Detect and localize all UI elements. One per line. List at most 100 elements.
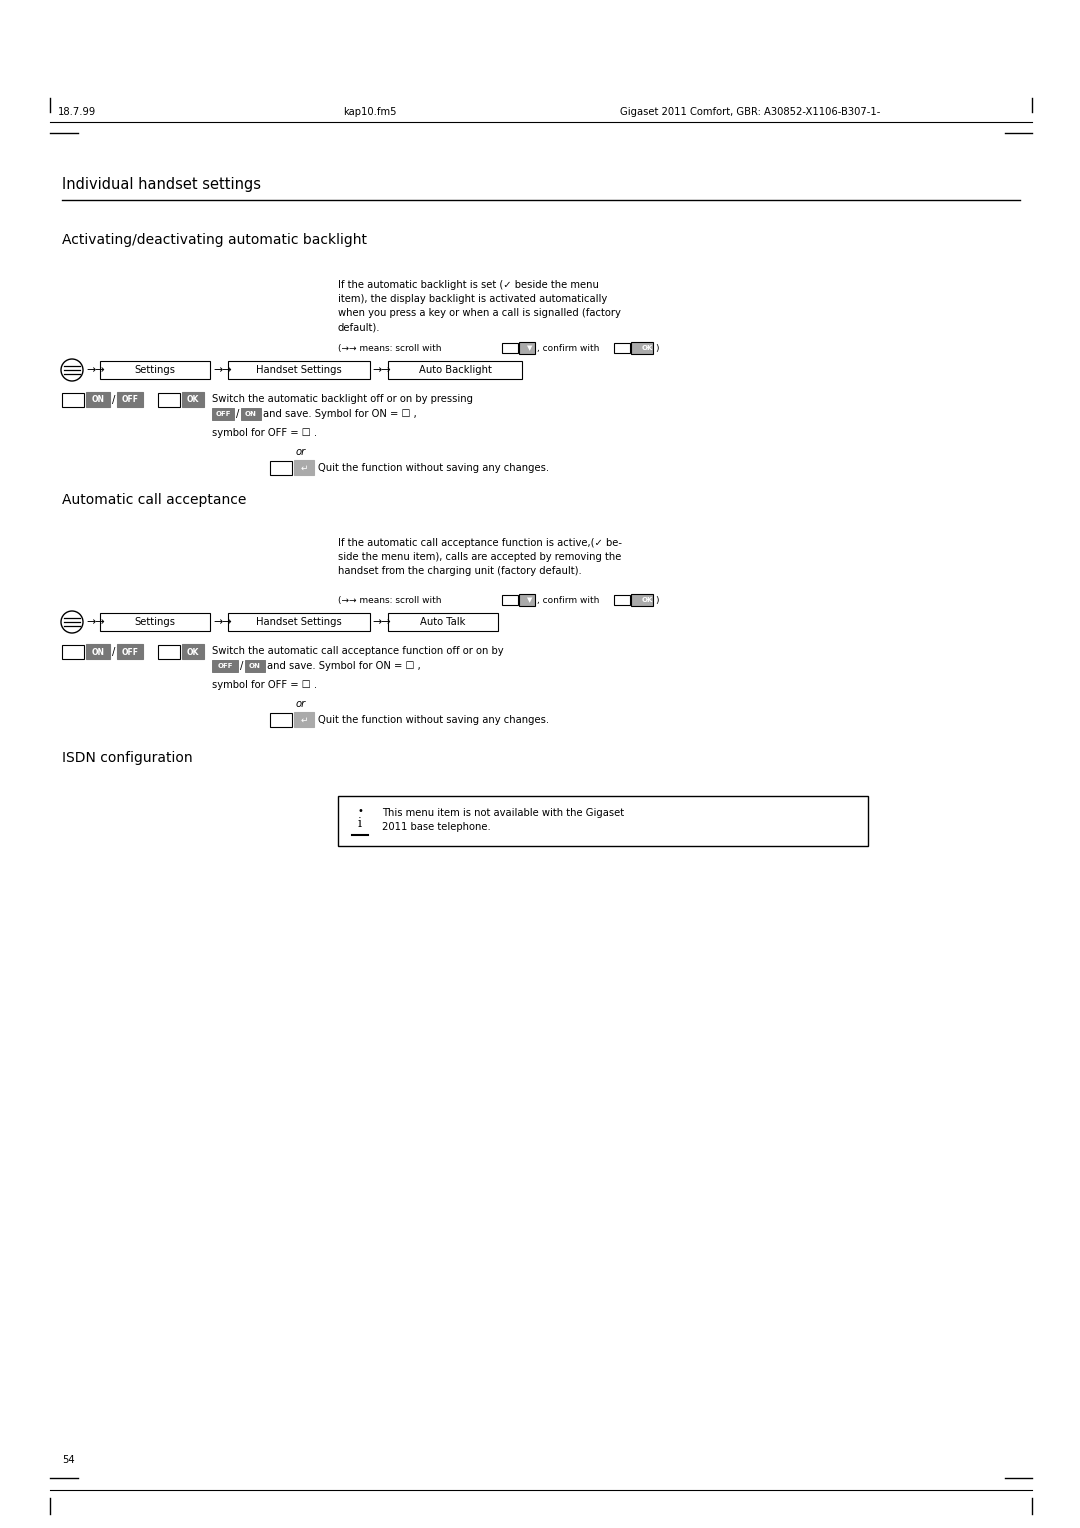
Bar bbox=[117, 393, 143, 406]
Bar bbox=[100, 361, 210, 379]
Text: and save. Symbol for ON = ☐ ,: and save. Symbol for ON = ☐ , bbox=[267, 662, 421, 671]
Text: OFF: OFF bbox=[215, 411, 231, 417]
Text: OFF: OFF bbox=[217, 663, 233, 669]
Text: handset from the charging unit (factory default).: handset from the charging unit (factory … bbox=[338, 565, 582, 576]
Text: Handset Settings: Handset Settings bbox=[256, 365, 342, 374]
Bar bbox=[502, 342, 518, 353]
Text: ): ) bbox=[654, 596, 659, 605]
Text: 18.7.99: 18.7.99 bbox=[58, 107, 96, 118]
Text: ON: ON bbox=[249, 663, 261, 669]
Text: OK: OK bbox=[187, 648, 199, 657]
Bar bbox=[62, 393, 84, 406]
Circle shape bbox=[60, 359, 83, 380]
Bar bbox=[212, 408, 234, 420]
Text: Handset Settings: Handset Settings bbox=[256, 617, 342, 626]
Text: ON: ON bbox=[92, 648, 105, 657]
Text: Quit the function without saving any changes.: Quit the function without saving any cha… bbox=[318, 463, 549, 474]
Bar bbox=[62, 645, 84, 659]
Text: Gigaset 2011 Comfort, GBR: A30852-X1106-B307-1-: Gigaset 2011 Comfort, GBR: A30852-X1106-… bbox=[620, 107, 880, 118]
Text: symbol for OFF = ☐ .: symbol for OFF = ☐ . bbox=[212, 680, 318, 691]
Bar bbox=[228, 361, 370, 379]
Text: Auto Backlight: Auto Backlight bbox=[419, 365, 491, 374]
Text: •: • bbox=[357, 805, 363, 816]
Bar bbox=[294, 460, 314, 475]
Text: i: i bbox=[357, 816, 362, 830]
Bar bbox=[519, 594, 535, 607]
Text: Individual handset settings: Individual handset settings bbox=[62, 177, 261, 193]
Bar bbox=[158, 393, 180, 406]
Text: /: / bbox=[112, 396, 116, 405]
Bar bbox=[270, 714, 292, 727]
Text: or: or bbox=[296, 698, 307, 709]
Text: Settings: Settings bbox=[135, 617, 175, 626]
Text: →→: →→ bbox=[213, 365, 232, 374]
Text: This menu item is not available with the Gigaset: This menu item is not available with the… bbox=[382, 808, 624, 817]
Bar bbox=[241, 408, 261, 420]
Text: →→: →→ bbox=[86, 617, 105, 626]
Text: →→: →→ bbox=[372, 365, 391, 374]
Bar bbox=[338, 796, 868, 847]
Bar bbox=[631, 594, 653, 607]
Text: Auto Talk: Auto Talk bbox=[420, 617, 465, 626]
Bar bbox=[519, 342, 535, 354]
Bar bbox=[615, 594, 630, 605]
Bar bbox=[117, 643, 143, 659]
Bar bbox=[270, 461, 292, 475]
Text: Settings: Settings bbox=[135, 365, 175, 374]
Text: ON: ON bbox=[92, 396, 105, 405]
Bar bbox=[212, 660, 238, 672]
Text: ▼: ▼ bbox=[527, 597, 532, 604]
Text: /: / bbox=[112, 646, 116, 657]
Text: Switch the automatic call acceptance function off or on by: Switch the automatic call acceptance fun… bbox=[212, 646, 503, 656]
Bar bbox=[183, 643, 204, 659]
Text: item), the display backlight is activated automatically: item), the display backlight is activate… bbox=[338, 293, 607, 304]
Bar bbox=[86, 643, 110, 659]
Bar bbox=[631, 342, 653, 354]
Text: Switch the automatic backlight off or on by pressing: Switch the automatic backlight off or on… bbox=[212, 394, 473, 403]
Text: OFF: OFF bbox=[121, 648, 138, 657]
Text: ): ) bbox=[654, 344, 659, 353]
Bar bbox=[86, 393, 110, 406]
Bar bbox=[388, 361, 522, 379]
Text: ISDN configuration: ISDN configuration bbox=[62, 750, 192, 766]
Bar bbox=[502, 594, 518, 605]
Text: ▼: ▼ bbox=[527, 345, 532, 351]
Text: If the automatic call acceptance function is active,(✓ be-: If the automatic call acceptance functio… bbox=[338, 538, 622, 549]
Bar bbox=[158, 645, 180, 659]
Text: side the menu item), calls are accepted by removing the: side the menu item), calls are accepted … bbox=[338, 552, 621, 562]
Text: ↵: ↵ bbox=[300, 463, 308, 472]
Text: /: / bbox=[240, 662, 243, 671]
Text: →→: →→ bbox=[86, 365, 105, 374]
Text: 2011 base telephone.: 2011 base telephone. bbox=[382, 822, 490, 833]
Bar bbox=[294, 712, 314, 727]
Text: default).: default). bbox=[338, 322, 380, 332]
Text: or: or bbox=[296, 448, 307, 457]
Text: (→→ means: scroll with: (→→ means: scroll with bbox=[338, 344, 442, 353]
Text: Quit the function without saving any changes.: Quit the function without saving any cha… bbox=[318, 715, 549, 724]
Text: , confirm with: , confirm with bbox=[537, 344, 599, 353]
Bar bbox=[388, 613, 498, 631]
Text: , confirm with: , confirm with bbox=[537, 596, 599, 605]
Text: kap10.fm5: kap10.fm5 bbox=[343, 107, 396, 118]
Bar bbox=[100, 613, 210, 631]
Text: ↵: ↵ bbox=[300, 715, 308, 724]
Bar bbox=[183, 393, 204, 406]
Text: If the automatic backlight is set (✓ beside the menu: If the automatic backlight is set (✓ bes… bbox=[338, 280, 599, 290]
Text: OFF: OFF bbox=[121, 396, 138, 405]
Text: OK: OK bbox=[187, 396, 199, 405]
Text: symbol for OFF = ☐ .: symbol for OFF = ☐ . bbox=[212, 428, 318, 439]
Text: when you press a key or when a call is signalled (factory: when you press a key or when a call is s… bbox=[338, 309, 621, 318]
Text: →→: →→ bbox=[372, 617, 391, 626]
Text: Automatic call acceptance: Automatic call acceptance bbox=[62, 494, 246, 507]
Text: Activating/deactivating automatic backlight: Activating/deactivating automatic backli… bbox=[62, 232, 367, 248]
Circle shape bbox=[60, 611, 83, 633]
Bar bbox=[615, 342, 630, 353]
Text: OK: OK bbox=[642, 597, 653, 604]
Bar bbox=[228, 613, 370, 631]
Bar bbox=[245, 660, 265, 672]
Text: →→: →→ bbox=[213, 617, 232, 626]
Text: ON: ON bbox=[245, 411, 257, 417]
Text: /: / bbox=[237, 410, 240, 419]
Text: OK: OK bbox=[642, 345, 653, 351]
Text: (→→ means: scroll with: (→→ means: scroll with bbox=[338, 596, 442, 605]
